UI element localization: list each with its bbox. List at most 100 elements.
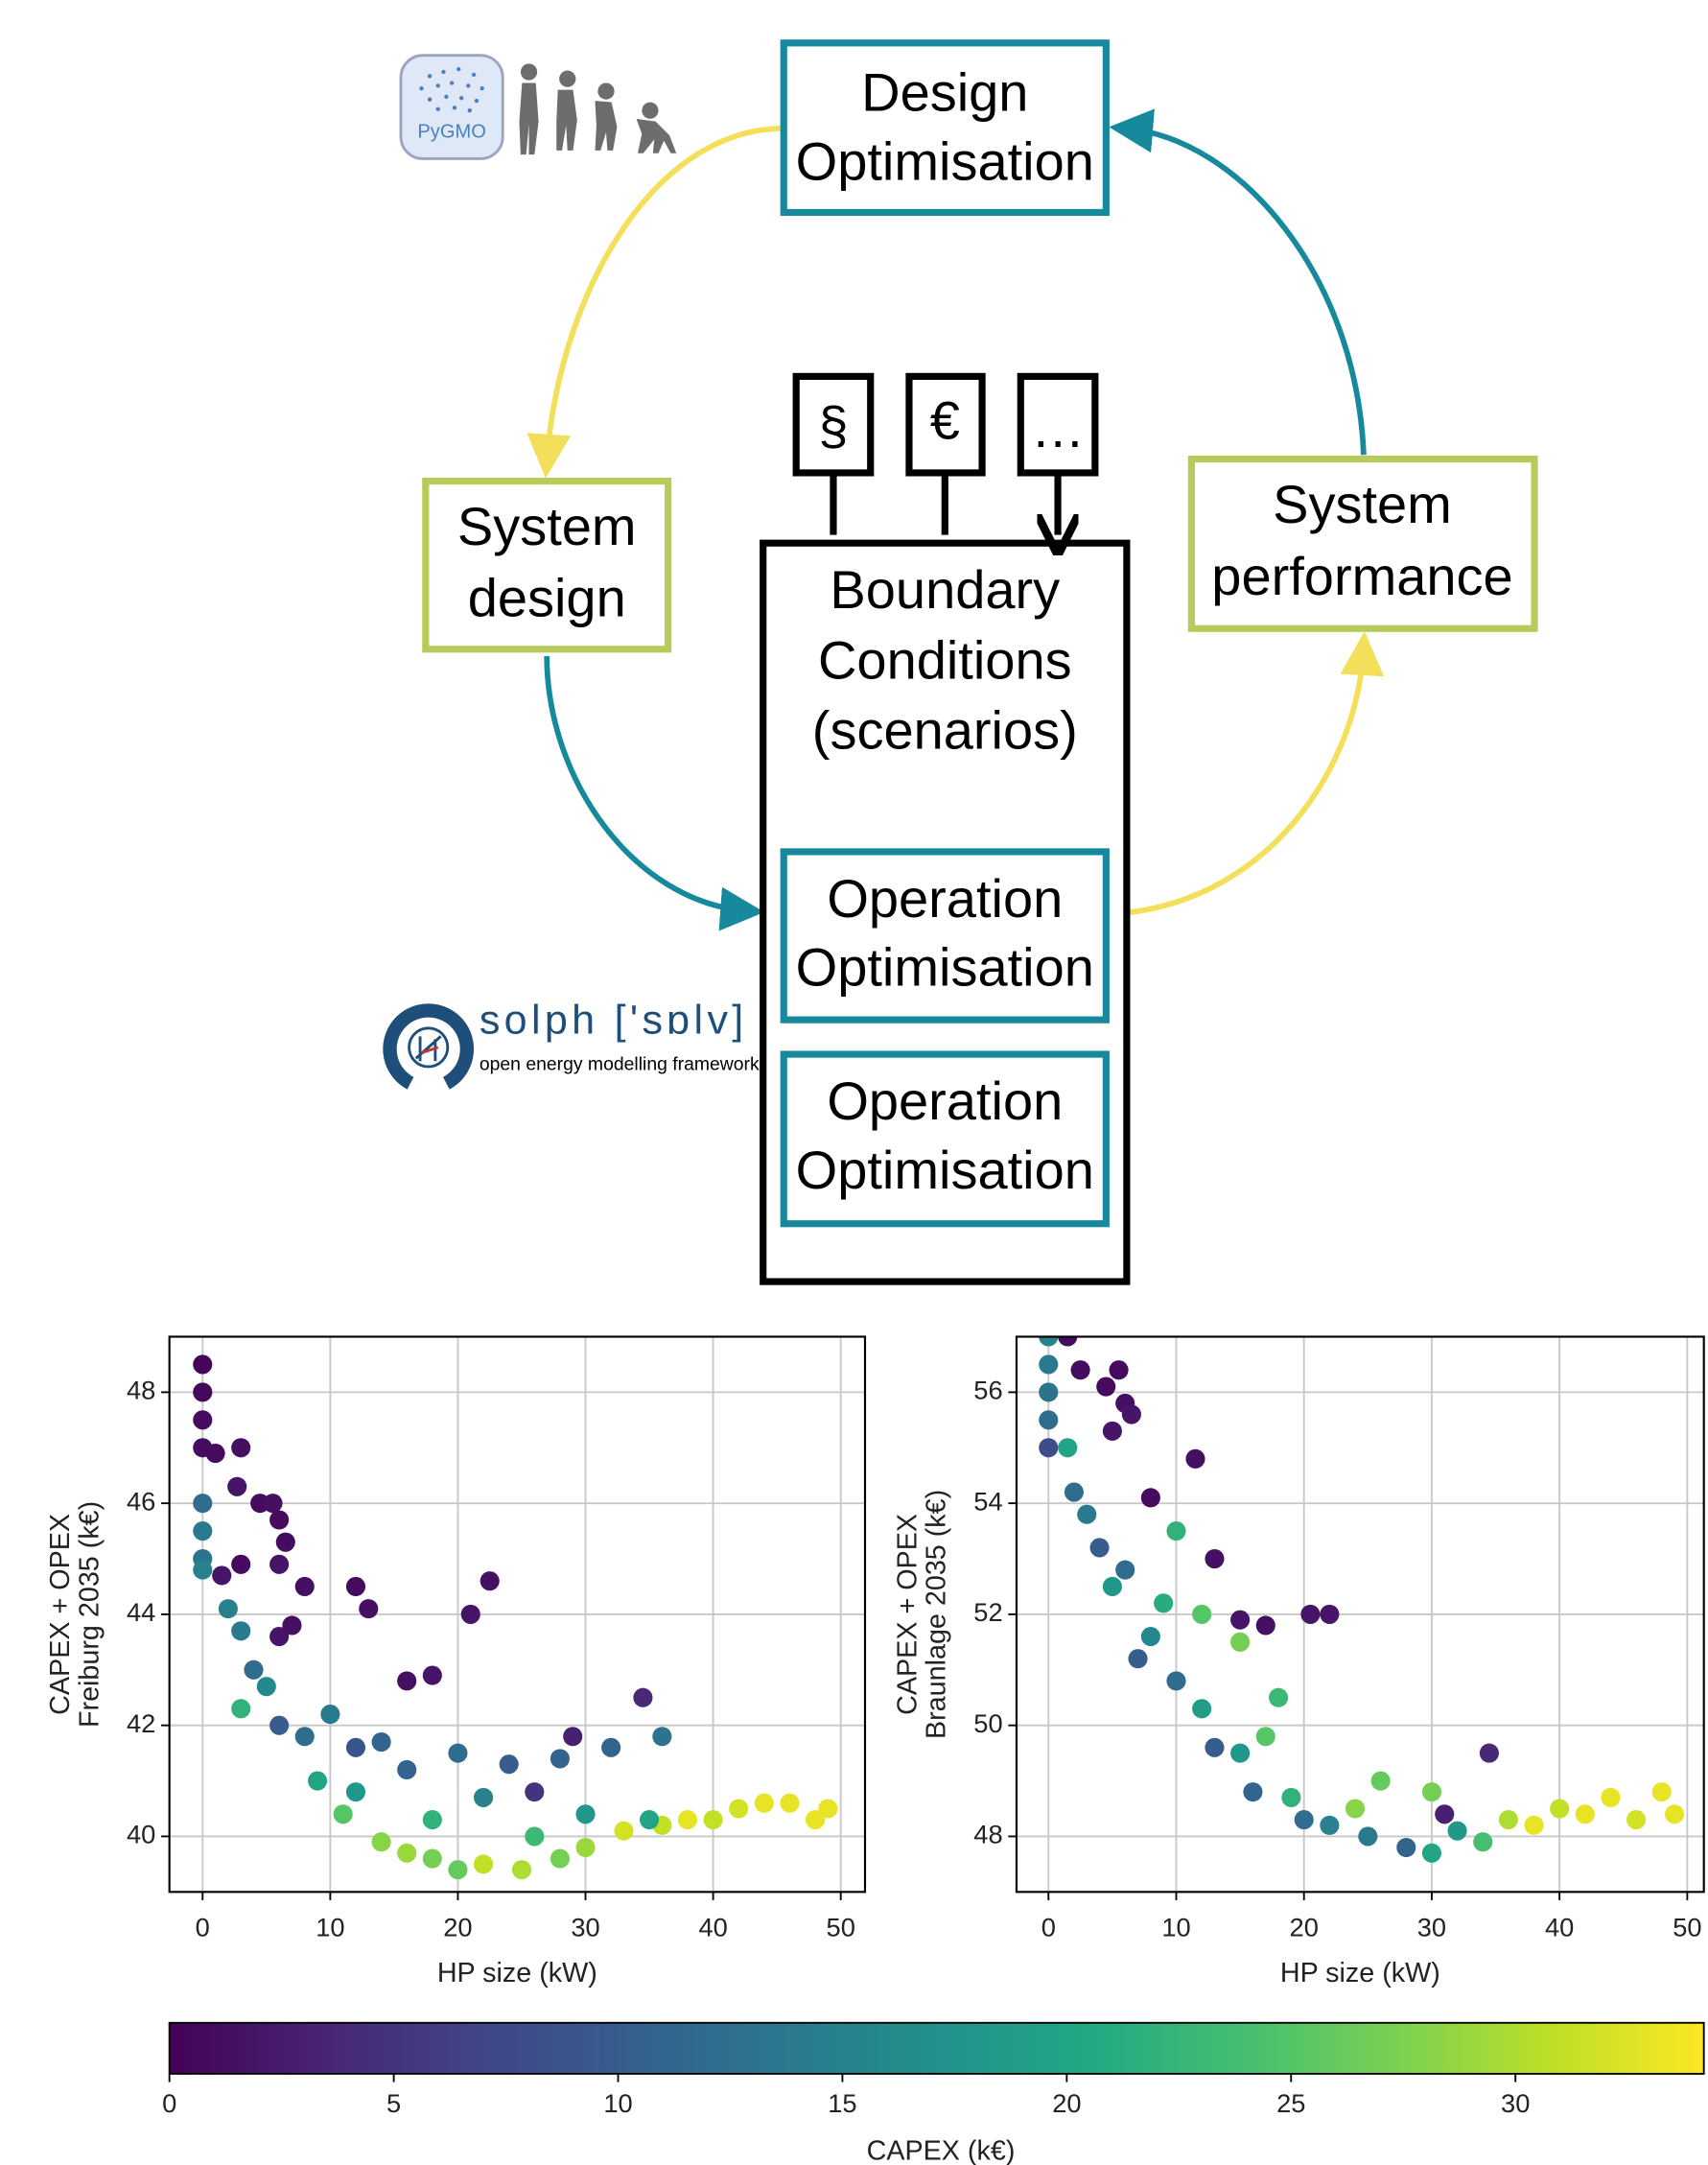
point: [755, 1794, 774, 1813]
point: [423, 1849, 442, 1869]
point: [1665, 1804, 1684, 1824]
point: [1300, 1605, 1320, 1624]
point: [263, 1494, 282, 1513]
point: [1652, 1782, 1672, 1801]
point: [320, 1705, 339, 1724]
point: [1371, 1772, 1391, 1791]
point: [633, 1688, 652, 1707]
point: [193, 1354, 212, 1374]
point: [1320, 1816, 1339, 1835]
point: [334, 1804, 353, 1824]
colorbar-tick-label: 0: [162, 2088, 176, 2118]
point: [1256, 1615, 1275, 1635]
point: [652, 1727, 671, 1746]
logo-text: open energy modelling framework: [480, 1054, 760, 1075]
y-axis-label: CAPEX + OPEX: [45, 1514, 76, 1715]
point: [1576, 1804, 1595, 1824]
point: [276, 1533, 295, 1552]
point: [1090, 1538, 1110, 1557]
point: [1422, 1782, 1441, 1801]
x-tick-label: 10: [1161, 1912, 1190, 1941]
point: [1110, 1360, 1129, 1379]
y-tick-label: 50: [973, 1708, 1002, 1738]
y-tick-label: 40: [127, 1820, 155, 1849]
point: [1039, 1382, 1058, 1401]
point: [1071, 1360, 1090, 1379]
node-label: …: [1031, 398, 1085, 459]
node-label: Operation: [827, 868, 1063, 929]
node-label: Optimisation: [796, 1140, 1094, 1200]
x-tick-label: 40: [1545, 1912, 1574, 1941]
point: [640, 1810, 659, 1829]
y-axis-label: CAPEX + OPEX: [893, 1514, 924, 1715]
arrow: [1125, 129, 1363, 455]
point: [474, 1788, 493, 1807]
node-label: €: [930, 389, 960, 450]
point: [1601, 1788, 1620, 1807]
x-tick-label: 50: [1673, 1912, 1701, 1941]
point: [1435, 1804, 1454, 1824]
point: [601, 1738, 620, 1757]
arrow: [547, 129, 781, 462]
point: [346, 1577, 365, 1596]
point: [212, 1565, 231, 1585]
point: [1122, 1404, 1141, 1424]
point: [1128, 1649, 1147, 1668]
point: [1205, 1738, 1224, 1757]
figure: Design Optimisation System design System…: [0, 0, 1708, 2165]
y-tick-label: 42: [127, 1708, 155, 1738]
point: [397, 1760, 416, 1779]
node-label: Design: [861, 62, 1028, 123]
node-label: System: [457, 496, 637, 556]
y-tick-label: 46: [127, 1486, 155, 1516]
point: [1448, 1822, 1467, 1841]
point: [346, 1738, 365, 1757]
point: [1473, 1832, 1492, 1851]
x-tick-label: 30: [1417, 1912, 1446, 1941]
point: [1396, 1838, 1416, 1857]
y-axis-label: Braunlage 2035 (k€): [922, 1490, 952, 1739]
point: [1141, 1488, 1160, 1507]
point: [308, 1772, 327, 1791]
node-label: Operation: [827, 1071, 1063, 1131]
point: [525, 1826, 544, 1846]
colorbar: [170, 2023, 1704, 2074]
point: [231, 1699, 250, 1718]
point: [1499, 1810, 1518, 1829]
point: [359, 1599, 378, 1618]
solph-logo: solph ['sɒlv] open energy modelling fram…: [389, 997, 760, 1083]
point: [219, 1599, 238, 1618]
point: [1154, 1593, 1173, 1612]
point: [1320, 1605, 1339, 1624]
point: [480, 1571, 500, 1590]
point: [206, 1444, 225, 1463]
point: [1039, 1438, 1058, 1457]
y-axis-label: Freiburg 2035 (k€): [74, 1501, 105, 1728]
x-tick-label: 0: [1041, 1912, 1056, 1941]
point: [500, 1754, 519, 1774]
point: [550, 1749, 570, 1768]
point: [1096, 1377, 1115, 1397]
point: [461, 1605, 480, 1624]
point: [1422, 1844, 1441, 1863]
point: [818, 1799, 837, 1818]
colorbar-tick-label: 5: [386, 2088, 401, 2118]
y-tick-label: 54: [973, 1486, 1002, 1516]
point: [193, 1382, 212, 1401]
point: [1230, 1611, 1250, 1630]
point: [448, 1860, 467, 1879]
point: [729, 1799, 748, 1818]
point: [397, 1671, 416, 1690]
logo-text: solph ['sɒlv]: [480, 997, 748, 1043]
y-tick-label: 52: [973, 1597, 1002, 1627]
point: [1077, 1505, 1096, 1524]
point: [1103, 1422, 1122, 1441]
point: [193, 1494, 212, 1513]
arrow: [547, 656, 748, 911]
x-tick-label: 50: [827, 1912, 855, 1941]
point: [1058, 1438, 1077, 1457]
x-tick-label: 20: [1290, 1912, 1319, 1941]
logo-text: PyGMO: [417, 121, 485, 142]
point: [1039, 1354, 1058, 1374]
point: [1269, 1688, 1288, 1707]
